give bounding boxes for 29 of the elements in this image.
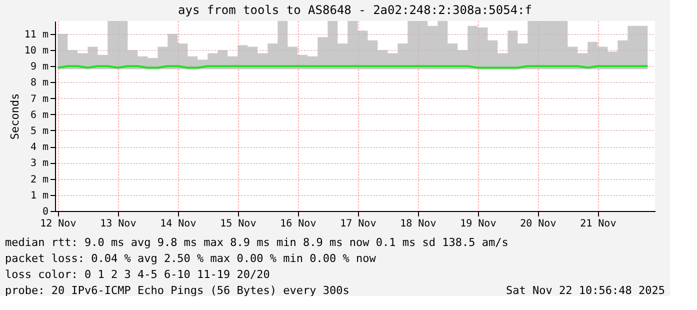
x-tick-label: 12 Nov — [40, 218, 76, 230]
x-tick-label: 16 Nov — [280, 218, 316, 230]
x-tick-label: 21 Nov — [580, 218, 616, 230]
text: loss color: 0 1 2 3 4-5 6-10 11-19 20/20 — [5, 268, 270, 281]
x-tick-label: 17 Nov — [340, 218, 376, 230]
x-tick-label: 18 Nov — [400, 218, 436, 230]
x-tick-label: 14 Nov — [160, 218, 196, 230]
y-axis-title: Seconds — [8, 93, 22, 140]
chart-title: ays from tools to AS8648 - 2a02:248:2:308a:5054:f — [178, 3, 532, 17]
x-tick-label: 20 Nov — [520, 218, 556, 230]
y-tick-label: 1 m — [30, 190, 48, 202]
y-tick-label: 8 m — [30, 78, 48, 89]
x-tick-label: 19 Nov — [460, 218, 496, 230]
y-tick-label: 3 m — [30, 158, 48, 170]
y-tick-label: 5 m — [30, 126, 48, 137]
y-tick-label: 9 m — [30, 62, 48, 73]
y-tick-label: 2 m — [30, 174, 48, 186]
x-tick-label: 13 Nov — [100, 218, 136, 230]
y-tick-label: 0 — [42, 206, 48, 218]
y-tick-label: 6 m — [30, 110, 48, 121]
text: Sat Nov 22 10:56:48 2025 — [506, 284, 665, 297]
text: packet loss: 0.04 % avg 2.50 % max 0.00 % min 0.00 % now — [5, 252, 376, 265]
y-tick-label: 7 m — [30, 94, 48, 105]
x-tick-label: 15 Nov — [220, 218, 256, 230]
y-tick-label: 11 m — [24, 29, 48, 40]
y-tick-label: 10 m — [24, 45, 48, 56]
text: probe: 20 IPv6-ICMP Echo Pings (56 Bytes) every 300s — [5, 284, 350, 297]
y-tick-label: 4 m — [30, 142, 48, 154]
text: median rtt: 9.0 ms avg 9.8 ms max 8.9 ms min 8.9 ms now 0.1 ms sd 138.5 am/s — [5, 236, 508, 249]
